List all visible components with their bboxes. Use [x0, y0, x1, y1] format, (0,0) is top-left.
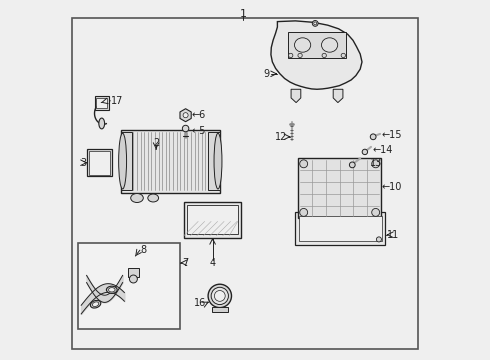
Polygon shape: [271, 21, 362, 89]
Ellipse shape: [148, 194, 159, 202]
Ellipse shape: [208, 284, 231, 307]
Ellipse shape: [289, 53, 293, 58]
Ellipse shape: [99, 118, 104, 129]
Ellipse shape: [362, 149, 368, 155]
Text: 17: 17: [111, 96, 123, 106]
Text: ←5: ←5: [192, 126, 206, 136]
Ellipse shape: [349, 162, 355, 168]
Text: 12: 12: [275, 132, 288, 142]
Bar: [121, 132, 132, 190]
Text: ←15: ←15: [381, 130, 402, 140]
Bar: [187, 205, 238, 234]
Polygon shape: [180, 109, 191, 122]
Text: 11: 11: [387, 230, 399, 240]
Bar: [288, 32, 346, 58]
Ellipse shape: [131, 194, 143, 202]
Ellipse shape: [322, 53, 326, 58]
Ellipse shape: [370, 134, 376, 140]
Bar: [95, 96, 109, 110]
Text: ←6: ←6: [192, 110, 206, 120]
Ellipse shape: [90, 300, 101, 308]
Bar: [295, 212, 386, 245]
Bar: [121, 130, 220, 193]
Text: 16: 16: [194, 298, 206, 308]
Ellipse shape: [376, 237, 381, 242]
Ellipse shape: [214, 133, 222, 189]
Bar: [97, 98, 107, 108]
Text: 4: 4: [210, 258, 216, 268]
Bar: [298, 158, 381, 218]
Ellipse shape: [298, 53, 302, 58]
Ellipse shape: [106, 286, 117, 293]
Bar: [77, 243, 180, 329]
Bar: [299, 216, 382, 241]
Ellipse shape: [312, 21, 318, 26]
Bar: [128, 268, 139, 277]
Ellipse shape: [341, 53, 345, 58]
Ellipse shape: [300, 208, 308, 216]
Bar: [89, 151, 110, 175]
Text: ←10: ←10: [382, 182, 402, 192]
Ellipse shape: [183, 113, 188, 118]
Ellipse shape: [294, 38, 311, 52]
Ellipse shape: [372, 160, 380, 168]
Ellipse shape: [93, 302, 98, 306]
Text: 3: 3: [80, 158, 87, 168]
Bar: [212, 307, 228, 312]
Bar: [87, 149, 112, 176]
Bar: [184, 202, 242, 238]
Polygon shape: [333, 89, 343, 103]
Ellipse shape: [300, 160, 308, 168]
Text: 7: 7: [182, 258, 188, 268]
Ellipse shape: [372, 208, 380, 216]
Text: 8: 8: [141, 245, 147, 255]
Ellipse shape: [314, 22, 317, 25]
Ellipse shape: [109, 288, 115, 292]
Ellipse shape: [215, 291, 225, 301]
Bar: [208, 132, 220, 190]
Ellipse shape: [321, 38, 338, 52]
Text: 13: 13: [370, 158, 383, 168]
Ellipse shape: [119, 133, 126, 189]
Ellipse shape: [211, 287, 228, 305]
Text: 9: 9: [263, 69, 270, 79]
Text: ←14: ←14: [373, 145, 393, 156]
Text: 2: 2: [153, 138, 159, 148]
Ellipse shape: [182, 125, 189, 132]
Ellipse shape: [129, 275, 137, 283]
Polygon shape: [291, 89, 301, 103]
Text: 1: 1: [240, 9, 246, 19]
